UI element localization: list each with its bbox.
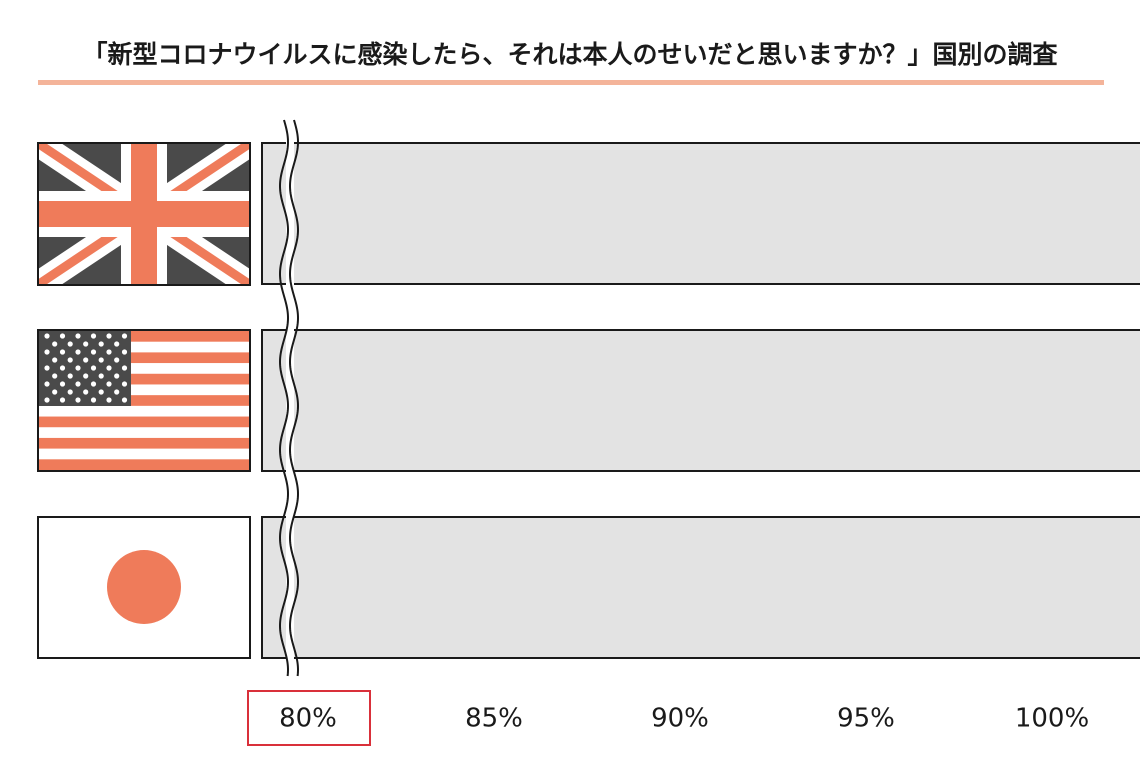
title-underline <box>38 80 1104 85</box>
flag-star <box>114 341 120 347</box>
flag-star <box>67 357 73 363</box>
flag-star <box>44 365 50 371</box>
flag-star <box>59 365 66 371</box>
flag-stripe <box>39 341 249 353</box>
flag-star <box>90 349 97 355</box>
flag-star <box>44 349 50 355</box>
flag-star <box>121 365 128 371</box>
flag-stripe <box>39 448 249 460</box>
flag-stripe <box>39 384 249 396</box>
flag-star <box>83 373 89 379</box>
flag-star <box>44 333 50 339</box>
chart-title: 「新型コロナウイルスに感染したら、それは本人のせいだと思いますか？」国別の調査 <box>82 40 1057 69</box>
flag-stripe <box>39 373 249 385</box>
flag-star <box>75 397 81 403</box>
flag-star <box>44 381 50 387</box>
flag-stripe <box>39 352 249 364</box>
flag-star <box>67 341 73 347</box>
flag-star <box>98 341 104 347</box>
flag-uk <box>39 144 249 284</box>
flag-star <box>83 357 89 363</box>
flag-star <box>90 397 97 403</box>
flag-star <box>121 381 128 387</box>
flag-star <box>75 381 81 387</box>
flag-star <box>90 333 97 339</box>
flag-stripe <box>39 331 249 342</box>
break-line <box>288 119 300 677</box>
flag-star <box>52 373 58 379</box>
flag-border <box>37 329 251 472</box>
flag-star <box>52 341 58 347</box>
flag-star <box>52 389 58 395</box>
flag-star <box>114 389 120 395</box>
flag-stripe <box>39 395 249 407</box>
flag-star <box>52 357 58 363</box>
flag-star <box>83 389 89 395</box>
x-tick-label: 90% <box>651 704 709 734</box>
flag-star <box>83 341 89 347</box>
flag-star <box>121 397 128 403</box>
flag-star <box>121 349 128 355</box>
flag-star <box>67 373 73 379</box>
flag-star <box>114 357 120 363</box>
flag-star <box>75 365 81 371</box>
flag-star <box>106 365 112 371</box>
bar-segment <box>261 329 1140 472</box>
flag-star <box>106 349 112 355</box>
flag-stripe <box>39 416 249 428</box>
flag-stripe <box>39 363 249 375</box>
flag-star <box>98 389 104 395</box>
break-line <box>278 119 290 677</box>
flag-star <box>106 397 112 403</box>
flag-japan-disc <box>107 550 181 624</box>
flag-us <box>39 331 249 471</box>
flag-star <box>106 333 112 339</box>
flag-stripe <box>39 459 249 471</box>
flag-star <box>98 373 104 379</box>
flag-star <box>59 349 66 355</box>
flag-star <box>59 397 66 403</box>
flag-star <box>75 349 81 355</box>
flag-star <box>114 373 120 379</box>
flag-star <box>90 381 97 387</box>
flag-stripe <box>39 405 249 417</box>
x-tick-label: 100% <box>1015 704 1089 734</box>
x-tick-label: 80% <box>279 704 337 734</box>
bar-segment <box>261 516 1140 659</box>
flag-star <box>106 381 112 387</box>
flag-star <box>90 365 97 371</box>
break-gap <box>286 120 294 676</box>
x-tick-label: 95% <box>837 704 895 734</box>
flag-stripe <box>39 437 249 449</box>
flag-star <box>59 381 66 387</box>
flag-star <box>44 397 50 403</box>
flag-star <box>59 333 66 339</box>
flag-star <box>121 333 128 339</box>
axis-break <box>278 119 300 677</box>
flag-stripe <box>39 427 249 439</box>
x-tick-label: 85% <box>465 704 523 734</box>
tick-highlight <box>247 690 371 746</box>
bar-segment <box>261 142 1140 285</box>
flag-star <box>75 333 81 339</box>
flag-border <box>37 142 251 286</box>
flag-star <box>67 389 73 395</box>
flag-star <box>98 357 104 363</box>
